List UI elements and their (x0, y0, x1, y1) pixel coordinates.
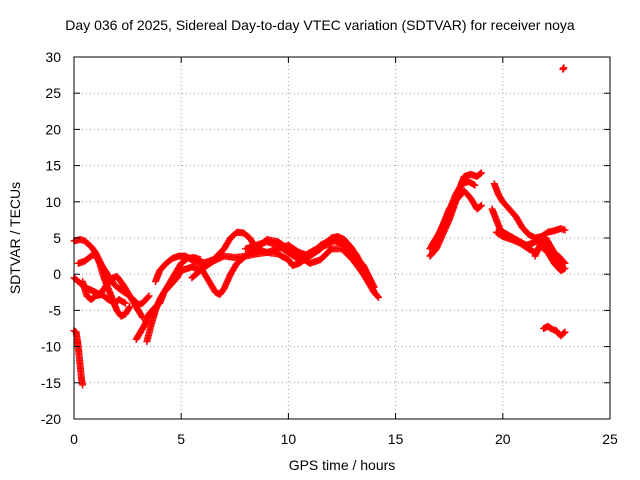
y-tick-label: 20 (45, 121, 61, 137)
y-tick-label: 0 (53, 266, 61, 282)
y-tick-label: -15 (41, 375, 61, 391)
x-tick-label: 0 (70, 431, 78, 447)
data-point (561, 328, 569, 336)
series-late-low (540, 322, 569, 340)
data-point (560, 64, 568, 72)
data-point (79, 381, 87, 389)
data-point (126, 303, 134, 311)
data-point (125, 304, 133, 312)
ticks: 0 5 10 15 20 25 -20 -15 -10 -5 0 5 10 15 20 25 30 (41, 49, 618, 447)
x-tick-label: 5 (177, 431, 185, 447)
data-point (144, 293, 152, 301)
data-point (561, 226, 569, 234)
chart-title: Day 036 of 2025, Sidereal Day-to-day VTE… (65, 17, 575, 33)
data-point (374, 293, 382, 301)
y-tick-label: -10 (41, 339, 61, 355)
y-tick-label: -20 (41, 411, 61, 427)
series-late-g (531, 234, 567, 271)
data-point (370, 283, 378, 291)
data-point (138, 312, 146, 320)
y-tick-label: 5 (53, 230, 61, 246)
y-tick-label: -5 (49, 302, 62, 318)
data-marks (70, 64, 569, 389)
x-tick-label: 20 (495, 431, 511, 447)
data-point (470, 180, 478, 188)
y-tick-label: 15 (45, 158, 61, 174)
data-point (327, 240, 335, 248)
data-point (476, 202, 484, 210)
series-late-a (426, 169, 485, 260)
series-early-drop (70, 327, 87, 389)
data-point (120, 298, 128, 306)
series-early-d (79, 277, 129, 307)
x-axis-label: GPS time / hours (288, 457, 396, 473)
series-late-d (490, 180, 569, 242)
data-point (471, 181, 479, 189)
x-tick-label: 25 (602, 431, 618, 447)
x-tick-label: 15 (388, 431, 404, 447)
series-outlier (559, 64, 568, 73)
y-tick-label: 10 (45, 194, 61, 210)
data-point (477, 169, 485, 177)
x-tick-label: 10 (281, 431, 297, 447)
data-point (374, 292, 382, 300)
data-point (558, 262, 566, 270)
y-tick-label: 25 (45, 85, 61, 101)
data-point (559, 263, 567, 271)
series-mid-d (242, 238, 335, 264)
data-point (560, 329, 568, 337)
data-point (477, 201, 485, 209)
data-point (121, 299, 129, 307)
data-point (476, 170, 484, 178)
y-tick-label: 30 (45, 49, 61, 65)
grid (74, 57, 610, 419)
data-point (145, 292, 153, 300)
series-late-c (428, 187, 485, 249)
series-late-f (492, 228, 569, 275)
